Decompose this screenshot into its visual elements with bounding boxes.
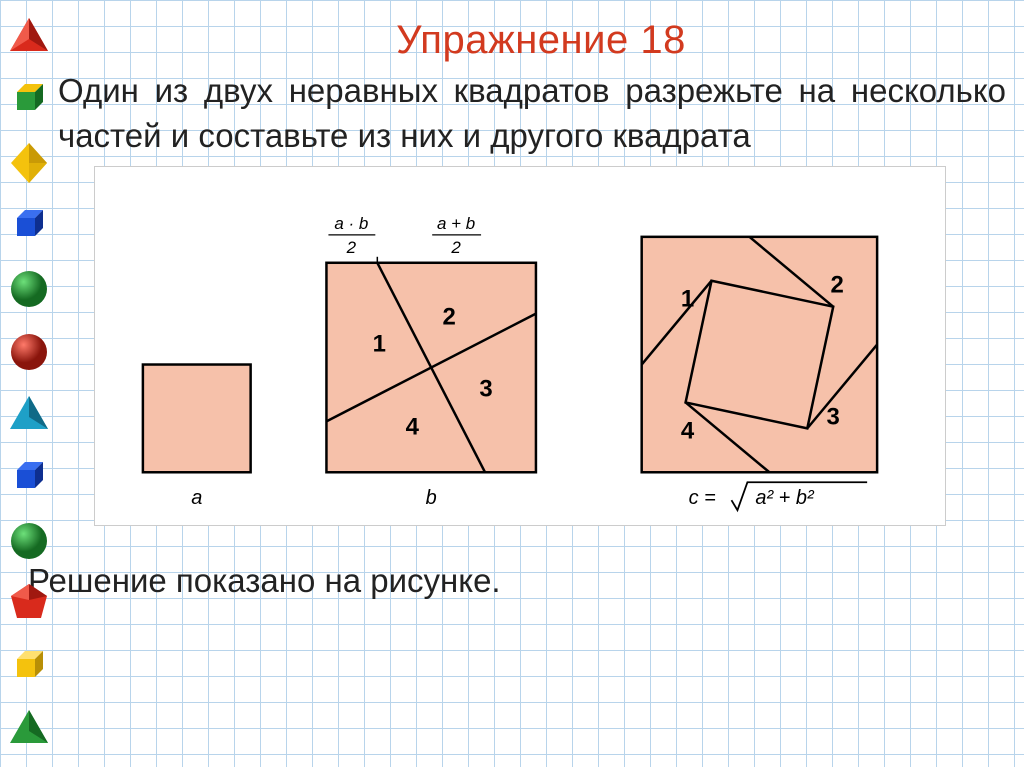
piece-1: 1 (373, 331, 386, 358)
octahedron-icon (7, 141, 51, 185)
yellow-cube-icon (7, 645, 51, 689)
shapes-sidebar (0, 0, 58, 767)
cube-icon (7, 78, 51, 122)
label-b: b (426, 487, 437, 509)
blue-cube-icon (7, 204, 51, 248)
frac-apb-den: 2 (450, 238, 461, 257)
formula-sqrt: a² + b² (755, 487, 815, 509)
slide-content: Упражнение 18 Один из двух неравных квад… (58, 0, 1024, 767)
red-sphere-icon (7, 330, 51, 374)
green-tetra-icon (7, 707, 51, 751)
formula-c: c = (689, 487, 716, 509)
mid-square-b: a · b 2 a + b 2 1 2 3 4 b (326, 214, 535, 509)
big-square-c: 1 2 3 4 c = a² + b² (642, 237, 877, 510)
frac-ab-num: a · b (334, 214, 368, 233)
red-icosa-icon (7, 582, 51, 626)
frac-apb-num: a + b (437, 214, 475, 233)
small-square-a: a (143, 365, 251, 510)
cyan-tetra-icon (7, 393, 51, 437)
problem-text: Один из двух неравных квадратов разрежьт… (58, 63, 1024, 158)
piece-4: 4 (406, 413, 420, 440)
frac-ab-den: 2 (346, 238, 357, 257)
green-sphere-icon (7, 267, 51, 311)
green-sphere2-icon (7, 519, 51, 563)
solution-text: Решение показано на рисунке. (28, 562, 1024, 600)
piece-2: 2 (442, 304, 455, 331)
tetrahedron-icon (7, 15, 51, 59)
big-piece-4: 4 (681, 417, 695, 444)
label-a: a (191, 487, 202, 509)
big-piece-3: 3 (827, 403, 840, 430)
big-piece-1: 1 (681, 286, 694, 313)
blue-cube2-icon (7, 456, 51, 500)
exercise-title: Упражнение 18 (58, 0, 1024, 63)
solution-figure: a a · b 2 a + b (94, 166, 946, 526)
piece-3: 3 (479, 376, 492, 403)
big-piece-2: 2 (831, 272, 844, 299)
